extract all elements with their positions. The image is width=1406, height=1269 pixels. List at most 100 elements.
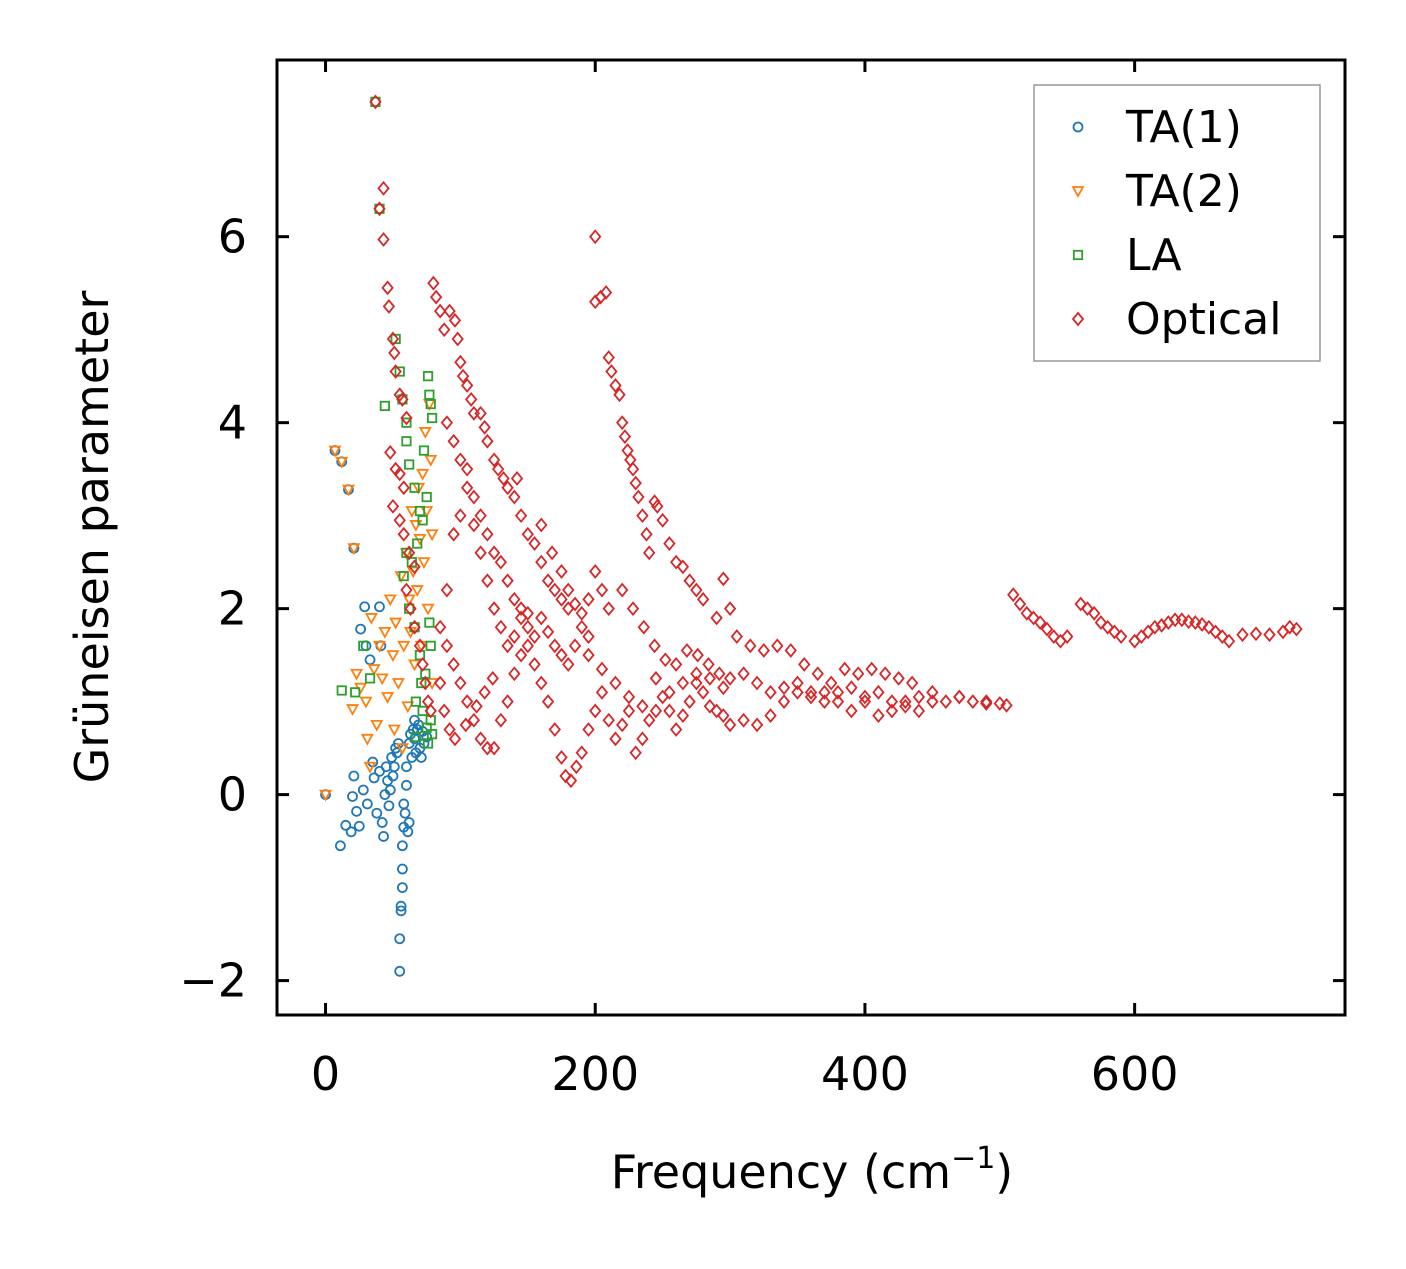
data-point-ta-2 xyxy=(335,456,349,469)
data-point-ta-2 xyxy=(409,520,423,532)
data-point-ta-2 xyxy=(350,668,364,681)
data-point-optical xyxy=(535,517,548,533)
data-point-optical xyxy=(605,364,618,379)
legend-marker-la xyxy=(1072,249,1084,261)
data-point-la xyxy=(379,400,390,412)
data-point-optical xyxy=(1074,596,1087,612)
data-point-optical xyxy=(521,638,534,654)
data-point-ta-1 xyxy=(395,905,407,917)
data-point-optical xyxy=(771,638,784,654)
data-point-optical xyxy=(1061,629,1074,644)
data-point-optical xyxy=(494,712,508,728)
data-point-optical xyxy=(487,452,501,468)
data-point-optical xyxy=(535,554,548,570)
data-point-la xyxy=(424,389,435,400)
data-point-optical xyxy=(373,201,386,217)
data-point-optical xyxy=(838,661,851,677)
data-point-optical xyxy=(622,689,636,705)
data-point-la xyxy=(358,640,369,651)
x-tick-label: 600 xyxy=(1091,1047,1179,1101)
data-point-optical xyxy=(514,508,528,524)
legend-label-la: LA xyxy=(1126,230,1182,281)
data-point-ta-1 xyxy=(394,965,406,977)
data-point-optical xyxy=(454,675,467,691)
data-point-optical xyxy=(626,601,640,617)
data-point-optical xyxy=(663,536,676,551)
data-point-optical xyxy=(447,433,460,449)
data-point-optical xyxy=(456,368,470,384)
data-point-optical xyxy=(369,94,382,110)
data-point-optical xyxy=(514,601,528,617)
data-point-optical xyxy=(777,694,791,710)
legend-items: TA(1) TA(2) LA Optical xyxy=(1071,102,1281,345)
data-point-ta-1 xyxy=(401,779,412,791)
data-point-optical xyxy=(481,433,494,449)
data-point-la xyxy=(410,731,421,743)
data-point-optical xyxy=(443,722,456,737)
data-point-optical xyxy=(454,508,467,524)
data-point-optical xyxy=(467,405,481,421)
data-point-optical xyxy=(676,559,690,575)
data-point-ta-1 xyxy=(403,817,415,828)
data-point-optical xyxy=(486,670,499,686)
data-point-optical xyxy=(818,684,831,700)
data-point-optical xyxy=(386,498,400,514)
data-point-optical xyxy=(648,494,661,510)
data-point-la xyxy=(426,412,438,424)
data-point-optical xyxy=(899,698,912,714)
x-axis-label: Frequency (cm−1) xyxy=(611,1141,1014,1199)
data-point-la xyxy=(425,398,436,410)
data-point-optical xyxy=(459,717,472,733)
data-point-optical xyxy=(429,289,443,305)
data-point-optical xyxy=(396,392,409,407)
data-point-optical xyxy=(831,684,845,700)
data-point-optical xyxy=(564,773,578,789)
data-point-optical xyxy=(377,180,390,196)
data-point-optical xyxy=(609,378,622,393)
data-point-optical xyxy=(703,698,717,714)
data-point-optical xyxy=(521,619,534,635)
series-ta-1 xyxy=(320,445,433,977)
data-point-la xyxy=(416,677,427,689)
data-point-ta-1 xyxy=(409,733,420,745)
data-point-optical xyxy=(562,582,575,598)
data-point-la xyxy=(421,491,432,503)
ticks-layer: 0 200 400 600 −2 0 2 4 6 xyxy=(179,60,1345,1101)
legend-item-ta-1: TA(1) xyxy=(1072,102,1242,153)
data-point-optical xyxy=(465,392,478,407)
data-point-optical xyxy=(433,675,447,691)
y-tick-label: 6 xyxy=(218,210,247,264)
data-point-la xyxy=(336,685,347,696)
data-point-optical xyxy=(1202,619,1215,635)
data-point-optical xyxy=(643,545,656,561)
data-point-optical xyxy=(545,545,559,561)
data-point-optical xyxy=(541,694,555,710)
data-point-la xyxy=(350,687,361,698)
data-point-optical xyxy=(582,591,595,607)
data-point-la xyxy=(425,640,436,651)
data-point-ta-1 xyxy=(361,798,373,810)
data-point-optical xyxy=(618,429,632,445)
data-point-optical xyxy=(382,299,396,314)
data-point-optical xyxy=(892,670,905,686)
data-point-optical xyxy=(575,605,588,621)
data-point-optical xyxy=(481,740,494,756)
data-point-optical xyxy=(1222,633,1236,649)
data-point-optical xyxy=(1114,629,1128,644)
data-point-optical xyxy=(438,703,451,719)
data-point-optical xyxy=(690,675,703,691)
data-point-ta-2 xyxy=(375,673,389,686)
data-point-optical xyxy=(616,717,629,733)
data-point-optical xyxy=(514,647,528,663)
data-point-optical xyxy=(899,694,912,710)
data-points-layer xyxy=(319,94,1303,977)
data-point-optical xyxy=(447,526,460,542)
data-point-ta-1 xyxy=(401,761,412,773)
data-point-ta-2 xyxy=(416,468,430,481)
data-point-ta-2 xyxy=(381,692,395,704)
data-point-optical xyxy=(1249,626,1263,642)
data-point-optical xyxy=(723,717,737,733)
data-point-optical xyxy=(589,229,602,245)
data-point-optical xyxy=(609,731,622,747)
data-point-optical xyxy=(717,680,730,696)
